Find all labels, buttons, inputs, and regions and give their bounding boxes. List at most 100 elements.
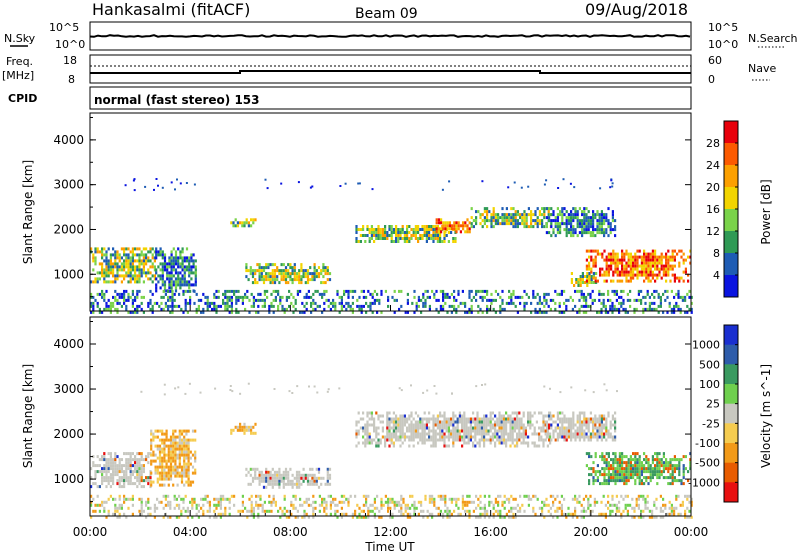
- echo-cell: [123, 293, 125, 296]
- echo-cell: [408, 424, 410, 427]
- echo-cell: [482, 225, 484, 228]
- echo-cell: [552, 231, 554, 234]
- echo-cell: [644, 302, 646, 305]
- echo-cell: [309, 480, 311, 483]
- echo-cell: [539, 222, 541, 225]
- echo-cell: [601, 256, 603, 259]
- echo-cell: [634, 479, 636, 482]
- echo-cell: [461, 415, 463, 418]
- echo-cell: [371, 228, 373, 231]
- echo-cell: [312, 501, 314, 504]
- echo-cell: [311, 468, 313, 471]
- echo-cell: [488, 210, 490, 213]
- echo-cell: [507, 421, 509, 424]
- echo-cell: [466, 510, 468, 513]
- echo-cell: [573, 284, 575, 287]
- echo-cell: [493, 504, 495, 507]
- echo-cell: [512, 207, 514, 210]
- echo-cell: [592, 467, 594, 470]
- echo-cell: [451, 227, 453, 230]
- echo-cell: [581, 430, 583, 433]
- echo-cell: [105, 305, 107, 308]
- echo-cell: [327, 483, 329, 486]
- echo-cell: [508, 216, 510, 219]
- echo-cell: [171, 256, 173, 259]
- echo-cell: [481, 436, 483, 439]
- echo-cell: [250, 468, 252, 471]
- echo-cell: [424, 427, 426, 430]
- echo-cell: [647, 274, 649, 277]
- echo-cell: [169, 290, 171, 293]
- echo-cell: [424, 225, 426, 228]
- echo-cell: [421, 439, 423, 442]
- echo-cell: [457, 513, 459, 516]
- echo-cell: [339, 501, 341, 504]
- echo-cell: [190, 463, 192, 466]
- echo-cell: [667, 461, 669, 464]
- echo-cell: [477, 504, 479, 507]
- echo-cell: [446, 513, 448, 516]
- echo-cell: [628, 265, 630, 268]
- echo-cell: [625, 250, 627, 253]
- echo-cell: [261, 477, 263, 480]
- echo-cell: [244, 296, 246, 299]
- echo-cell: [395, 421, 397, 424]
- echo-cell: [235, 290, 237, 293]
- echo-cell: [627, 299, 629, 302]
- echo-cell: [658, 274, 660, 277]
- echo-cell: [583, 216, 585, 219]
- echo-cell: [222, 302, 224, 305]
- echo-cell: [654, 265, 656, 268]
- echo-cell: [617, 479, 619, 482]
- echo-cell: [519, 222, 521, 225]
- echo-cell: [296, 477, 298, 480]
- echo-cell: [446, 427, 448, 430]
- echo-cell: [466, 230, 468, 233]
- echo-cell: [610, 259, 612, 262]
- echo-cell: [103, 501, 105, 504]
- echo-cell: [647, 253, 649, 256]
- echo-cell: [685, 467, 687, 470]
- echo-cell: [114, 510, 116, 513]
- nave-label: Nave: [748, 62, 776, 75]
- echo-cell: [582, 275, 584, 278]
- echo-cell: [244, 293, 246, 296]
- echo-cell: [183, 472, 185, 475]
- echo-cell: [373, 427, 375, 430]
- echo-cell: [583, 439, 585, 442]
- echo-cell: [297, 290, 299, 293]
- echo-cell: [415, 231, 417, 234]
- echo-cell: [136, 265, 138, 268]
- echo-cell: [484, 207, 486, 210]
- echo-cell: [397, 231, 399, 234]
- echo-cell: [532, 290, 534, 293]
- echo-cell: [683, 470, 685, 473]
- echo-cell: [485, 430, 487, 433]
- echo-cell: [116, 482, 118, 485]
- echo-cell: [639, 479, 641, 482]
- echo-cell: [149, 247, 151, 250]
- echo-cell: [376, 507, 378, 510]
- echo-cell: [397, 430, 399, 433]
- echo-cell: [259, 480, 261, 483]
- echo-cell: [430, 234, 432, 237]
- echo-cell: [570, 216, 572, 219]
- echo-cell: [268, 495, 270, 498]
- echo-cell: [652, 470, 654, 473]
- echo-cell: [167, 495, 169, 498]
- echo-cell: [617, 464, 619, 467]
- echo-cell: [656, 473, 658, 476]
- echo-cell: [515, 507, 517, 510]
- echo-cell: [103, 510, 105, 513]
- echo-cell: [596, 222, 598, 225]
- echo-cell: [419, 436, 421, 439]
- echo-cell: [599, 418, 601, 421]
- station-title: Hankasalmi (fitACF): [92, 0, 250, 19]
- echo-cell: [543, 504, 545, 507]
- echo-cell: [289, 272, 291, 275]
- echo-cell: [171, 277, 173, 280]
- echo-cell: [452, 439, 454, 442]
- echo-cell: [672, 458, 674, 461]
- echo-cell: [435, 442, 437, 445]
- echo-cell: [312, 513, 314, 516]
